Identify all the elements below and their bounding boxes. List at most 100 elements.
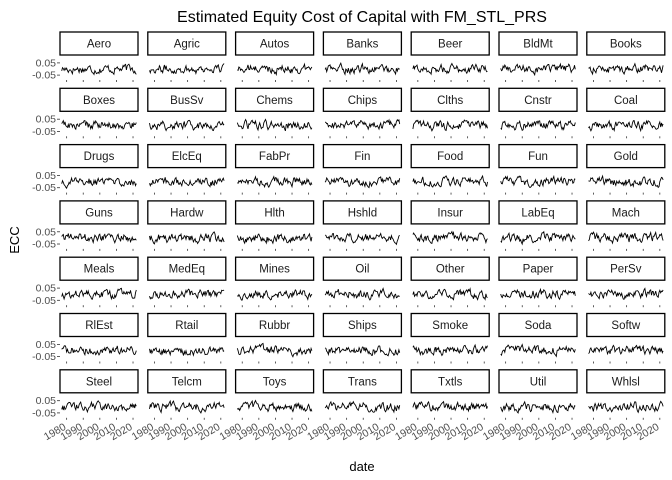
facet-strip [322,256,403,281]
facet-strip [410,312,490,338]
facet-label: Food [437,151,463,163]
series-line [237,288,313,301]
series-line [324,62,400,76]
y-tick-label: 0.05 [36,226,57,238]
facet-strip [147,87,227,112]
facet-strip [322,369,403,394]
facet-label: RlEst [85,320,113,332]
facet-label: Boxes [83,95,115,107]
facet-label: Cnstr [524,95,552,107]
facet-strip [59,312,139,338]
series-line [149,176,225,188]
series-line [412,343,488,357]
facet-label: LabEq [521,207,554,219]
y-tick-label: -0.05 [32,351,56,363]
facet-label: ElcEq [172,151,202,163]
series-line [500,230,576,246]
series-line [412,287,488,301]
facet-strip [147,256,227,281]
series-line [61,233,137,245]
facet-strip [234,200,315,225]
series-line [588,230,664,245]
facet-strip [410,143,490,169]
facet-label: BusSv [170,95,203,107]
series-line [412,119,488,132]
facet-label: Hshld [348,207,377,219]
facet-strip [498,369,578,394]
series-line [236,232,313,245]
facet-strip [410,256,490,281]
facet-label: Meals [84,264,115,276]
facet-strip [410,87,490,112]
facet-strip [147,143,227,169]
series-line [412,62,488,76]
facet-label: Chems [256,95,293,107]
facet-strip [586,256,666,281]
facet-label: Insur [437,207,463,219]
facet-label: Fin [354,151,370,163]
facet-label: Clths [437,95,463,107]
series-line [61,176,137,190]
series-line [500,174,576,188]
facet-label: Drugs [84,151,115,163]
facet-label: Hlth [264,207,284,219]
series-line [324,287,400,301]
facet-strip [410,31,490,56]
facet-strip [59,200,139,225]
facet-strip [498,200,578,225]
facet-strip [586,143,666,169]
series-line [412,400,488,413]
facet-label: BldMt [523,39,553,51]
facet-label: PerSv [610,264,642,276]
facet-label: Txtls [438,376,463,388]
series-line [237,175,313,189]
y-tick-label: -0.05 [32,239,56,251]
series-line [588,344,664,356]
x-axis-title: date [349,459,374,474]
series-line [236,342,313,358]
facet-strip [586,369,666,394]
series-line [236,399,313,413]
series-line [412,174,488,188]
facet-strip [147,200,227,225]
series-line [324,118,401,131]
facet-strip [498,143,578,169]
facet-strip [410,369,490,394]
y-tick-label: 0.05 [36,283,57,295]
facet-label: Chips [348,95,378,107]
facet-strip [147,31,227,56]
facet-label: Fun [528,151,548,163]
series-line [500,343,576,358]
y-tick-label: -0.05 [32,407,56,419]
facet-strip [322,312,403,338]
series-line [149,63,225,76]
series-line [61,63,137,76]
facet-label: Soda [525,320,552,332]
facet-strip [498,256,578,281]
facet-strip [322,31,403,56]
series-line [500,400,576,415]
y-tick-label: 0.05 [36,114,57,126]
facet-strip [59,31,139,56]
facet-strip [59,87,139,112]
facet-label: Books [610,39,642,51]
facet-label: Rtail [175,320,198,332]
facet-strip [586,312,666,338]
facet-label: Steel [86,376,112,388]
facet-label: Agric [174,39,200,51]
series-line [236,118,313,132]
facet-strip [234,312,315,338]
series-line [61,344,137,357]
facet-label: Util [530,376,547,388]
series-line [500,119,576,131]
facet-label: Coal [614,95,638,107]
series-line [149,288,225,300]
facet-label: Rubbr [259,320,290,332]
facet-strip [59,143,139,169]
y-tick-label: -0.05 [32,70,56,82]
facet-label: Mines [259,264,290,276]
series-line [588,174,664,189]
facet-label: FabPr [259,151,290,163]
series-line [588,62,664,76]
